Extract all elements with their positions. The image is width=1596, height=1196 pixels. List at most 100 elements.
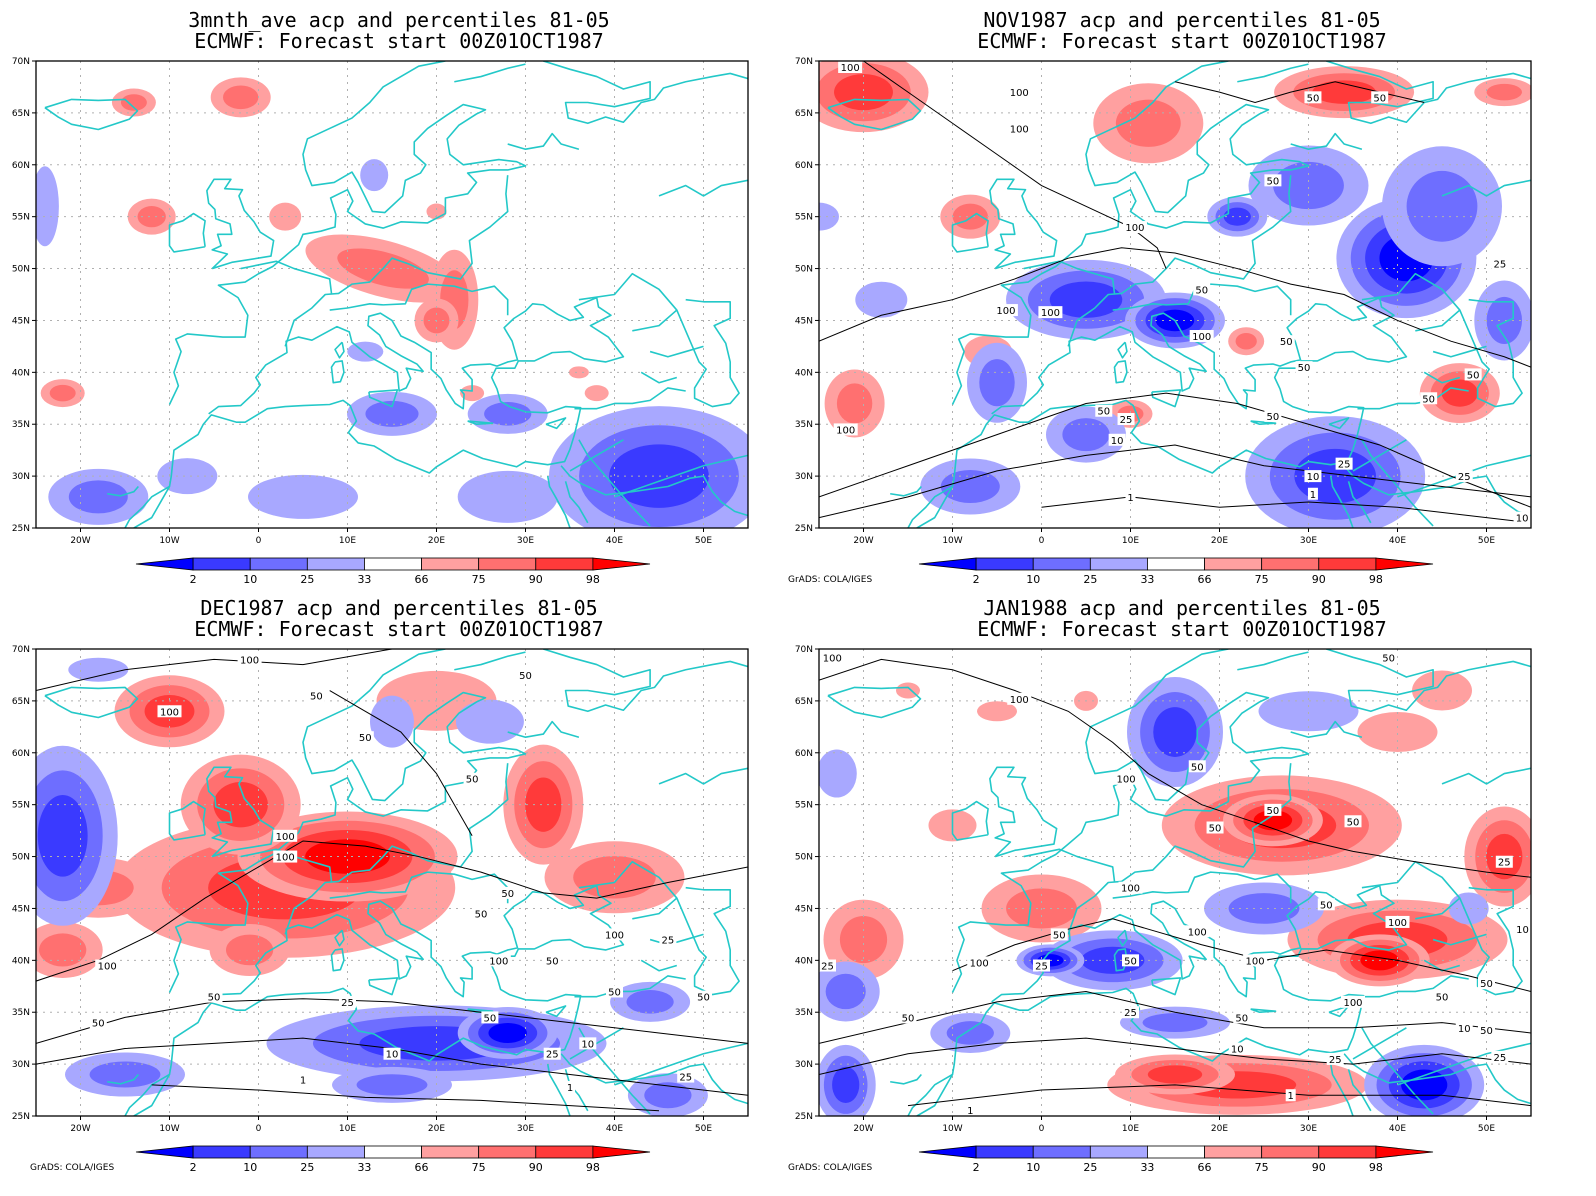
lat-tick-label: 35N bbox=[12, 420, 30, 430]
contour-label: 50 bbox=[484, 1013, 497, 1024]
lon-tick-label: 30E bbox=[1300, 1124, 1317, 1134]
lat-tick-label: 55N bbox=[795, 213, 813, 223]
contour-label: 50 bbox=[608, 987, 621, 998]
grads-credit: GrADS: COLA/IGES bbox=[788, 1163, 873, 1173]
coastline bbox=[1347, 1069, 1372, 1112]
colorbar-segment bbox=[478, 557, 537, 571]
colorbar-segment bbox=[306, 557, 365, 571]
anomaly-shade bbox=[223, 85, 259, 110]
contour-label: 50 bbox=[1235, 1013, 1248, 1024]
colorbar-label: 66 bbox=[1198, 573, 1212, 586]
coastline bbox=[1290, 132, 1363, 151]
contour-label: 100 bbox=[1246, 956, 1265, 967]
coastline bbox=[989, 178, 1058, 270]
coastline bbox=[578, 860, 740, 996]
lon-tick-label: 0 bbox=[1039, 1124, 1045, 1134]
contour-label: 50 bbox=[697, 993, 710, 1004]
contour-label-box bbox=[1185, 925, 1210, 938]
colorbar-label: 33 bbox=[357, 1161, 371, 1174]
contour-label: 100 bbox=[605, 930, 624, 941]
lat-tick-label: 50N bbox=[12, 853, 30, 863]
colorbar-label: 90 bbox=[1312, 573, 1326, 586]
contour-label-box bbox=[1491, 1050, 1509, 1063]
lon-tick-label: 30E bbox=[517, 1124, 534, 1134]
coastline bbox=[1326, 61, 1531, 125]
coastline bbox=[1415, 309, 1461, 332]
coastline bbox=[467, 420, 494, 426]
contour-label: 1 bbox=[1310, 490, 1316, 501]
coastline bbox=[1328, 417, 1350, 430]
colorbar-segment bbox=[918, 1145, 977, 1159]
contour-label-box bbox=[481, 1011, 499, 1024]
contour-label-box bbox=[1344, 815, 1362, 828]
coastline bbox=[168, 800, 206, 841]
contour-label-box bbox=[1122, 1006, 1139, 1019]
axes: 20W 10W 0 10E 20E 30E 40E 50E 70N 65N 60N 55N 50N 45N… bbox=[12, 57, 713, 546]
coastline bbox=[1343, 1053, 1531, 1105]
percentile-map: 100 5010050100505050251005010010010050501… bbox=[795, 645, 1532, 1174]
contour-label: 100 bbox=[1041, 308, 1060, 319]
lat-tick-label: 50N bbox=[12, 265, 30, 275]
colorbar-label: 25 bbox=[1083, 1161, 1097, 1174]
colorbar-label: 98 bbox=[1369, 573, 1383, 586]
anomaly-shade bbox=[1441, 379, 1478, 407]
contour-label: 50 bbox=[1267, 412, 1280, 423]
coastline bbox=[890, 485, 922, 497]
contour-line bbox=[151, 1084, 660, 1112]
coastline bbox=[649, 933, 704, 946]
contour-label: 100 bbox=[1010, 695, 1029, 706]
contour-label-box bbox=[820, 651, 845, 664]
map-panel-nov1987: NOV1987 acp and percentiles 81-05 ECMWF:… bbox=[783, 0, 1581, 598]
colorbar-segment bbox=[1375, 557, 1434, 571]
anomaly-shade bbox=[1312, 80, 1376, 104]
axes: 20W 10W 0 10E 20E 30E 40E 50E 70N 65N 60N 55N 50N 45N… bbox=[795, 57, 1496, 546]
coastline bbox=[1423, 959, 1461, 972]
contour-label-box bbox=[1118, 881, 1143, 894]
coastline bbox=[1361, 439, 1434, 527]
contour-label-box bbox=[1188, 760, 1206, 773]
colorbar-segment bbox=[535, 1145, 594, 1159]
contour-label-box bbox=[965, 1104, 976, 1116]
colorbar-segment bbox=[592, 557, 651, 571]
anomaly-shade bbox=[946, 1021, 994, 1045]
coastline bbox=[133, 1074, 171, 1116]
anomaly-shade bbox=[644, 1082, 692, 1109]
anomaly-shade bbox=[825, 973, 866, 1010]
lat-tick-label: 45N bbox=[12, 904, 30, 914]
contour-label-box bbox=[307, 689, 325, 702]
coastline bbox=[1347, 481, 1372, 524]
contour-label: 50 bbox=[519, 671, 532, 682]
coastline bbox=[907, 884, 1408, 1116]
coastline bbox=[1329, 1063, 1354, 1116]
contour-label-box bbox=[1038, 306, 1063, 319]
coastline bbox=[124, 884, 625, 1116]
lat-tick-label: 35N bbox=[12, 1008, 30, 1018]
coastline bbox=[1361, 1027, 1434, 1115]
contour-label-box bbox=[1341, 995, 1365, 1008]
colorbar-segment bbox=[192, 557, 251, 571]
coastline bbox=[1361, 860, 1523, 996]
lat-tick-label: 50N bbox=[795, 265, 813, 275]
contour-label: 1 bbox=[1127, 493, 1133, 504]
contour-label: 50 bbox=[1320, 900, 1333, 911]
coastlines bbox=[44, 61, 748, 528]
map-panel-dec1987: DEC1987 acp and percentiles 81-05 ECMWF:… bbox=[0, 588, 798, 1186]
contour-label-box bbox=[383, 1047, 401, 1060]
grads-credit: GrADS: COLA/IGES bbox=[788, 575, 873, 585]
coastline bbox=[206, 766, 275, 858]
coastline bbox=[1151, 389, 1182, 408]
coastline bbox=[107, 1073, 139, 1085]
contour-label: 100 bbox=[276, 832, 295, 843]
lon-tick-label: 10E bbox=[1122, 1124, 1139, 1134]
grads-credit: GrADS: COLA/IGES bbox=[30, 1163, 115, 1173]
colorbar-label: 2 bbox=[973, 573, 980, 586]
anomaly-shade bbox=[248, 474, 358, 519]
contour-label: 50 bbox=[1209, 823, 1222, 834]
contour-label-box bbox=[298, 1073, 308, 1086]
coastline bbox=[1112, 871, 1292, 904]
colorbar-label: 10 bbox=[243, 1161, 257, 1174]
anomaly-shade bbox=[1153, 707, 1197, 757]
colorbar: 2 10 25 33 66 75 90 98 bbox=[135, 557, 651, 586]
colorbar-label: 2 bbox=[190, 573, 197, 586]
contour-label: 25 bbox=[679, 1073, 692, 1084]
